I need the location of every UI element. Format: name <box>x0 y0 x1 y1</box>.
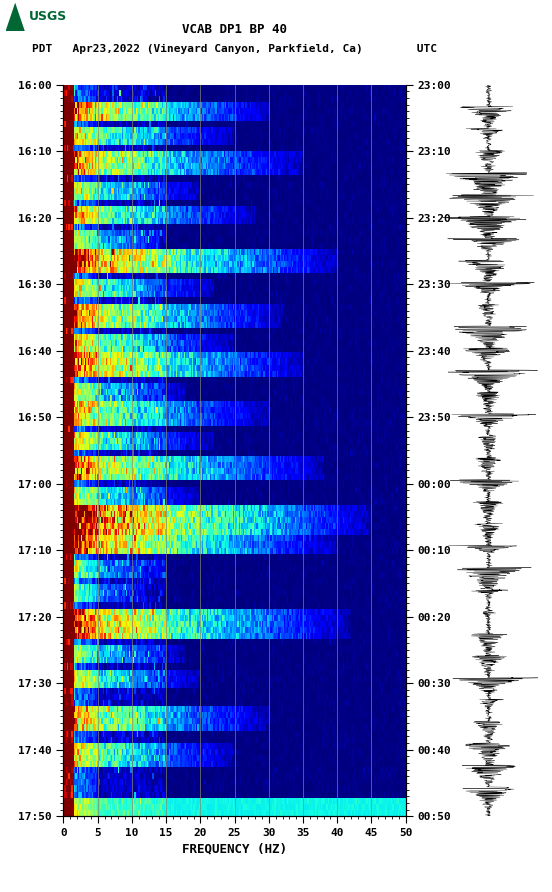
Text: VCAB DP1 BP 40: VCAB DP1 BP 40 <box>182 22 287 36</box>
X-axis label: FREQUENCY (HZ): FREQUENCY (HZ) <box>182 842 287 855</box>
Text: USGS: USGS <box>29 11 67 23</box>
Polygon shape <box>6 3 25 31</box>
Text: PDT   Apr23,2022 (Vineyard Canyon, Parkfield, Ca)        UTC: PDT Apr23,2022 (Vineyard Canyon, Parkfie… <box>32 44 437 54</box>
